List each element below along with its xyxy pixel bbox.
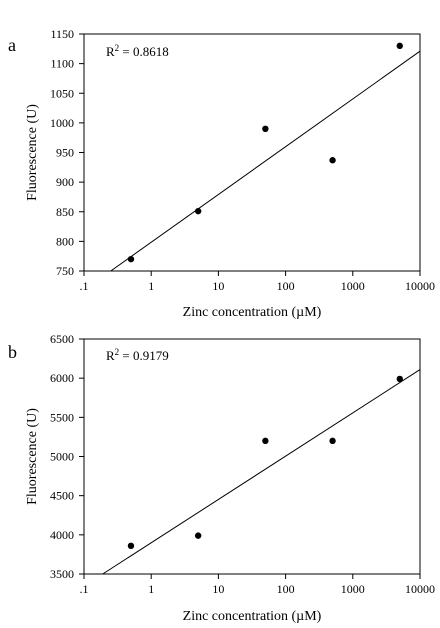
y-tick-label: 850 [56, 205, 74, 219]
x-tick-label: 10 [212, 582, 224, 596]
x-tick-label: .1 [80, 582, 89, 596]
y-tick-label: 4000 [50, 528, 74, 542]
trend-line [110, 50, 421, 272]
y-tick-label: 6000 [50, 371, 74, 385]
r2-superscript: 2 [115, 43, 120, 53]
panel-label: b [8, 342, 17, 362]
x-tick-label: 1000 [341, 279, 365, 293]
data-point [396, 375, 403, 383]
data-point [329, 437, 336, 445]
x-axis-label: Zinc concentration (µM) [183, 609, 322, 624]
x-tick-label: 1 [148, 582, 154, 596]
data-point [194, 532, 202, 539]
y-tick-label: 1050 [50, 86, 74, 100]
chart-panel-b: .1 1 10 100 1000 10000 3500 4000 4500 5000 5500 600… [8, 332, 435, 624]
y-tick-label: 5000 [50, 450, 74, 464]
panel-label: a [8, 35, 16, 55]
y-tick-label: 1100 [50, 57, 74, 71]
y-axis-label: Fluorescence (U) [25, 104, 40, 201]
r2-prefix: R [106, 44, 115, 59]
y-tick-label: 800 [56, 234, 74, 248]
data-point [262, 125, 269, 132]
y-tick-label: 1150 [50, 27, 74, 41]
x-tick-label: 100 [277, 582, 295, 596]
y-axis-label: Fluorescence (U) [25, 408, 40, 505]
data-point [329, 157, 336, 164]
data-point [194, 207, 202, 215]
y-tick-label: 4500 [50, 489, 74, 503]
y-tick-label: 900 [56, 175, 74, 189]
data-point [262, 437, 269, 445]
x-tick-label: 10000 [405, 279, 435, 293]
x-tick-label: 100 [277, 279, 295, 293]
x-axis-label: Zinc concentration (µM) [183, 305, 322, 320]
y-tick-label: 950 [56, 146, 74, 160]
chart-panel-a: .1 1 10 100 1000 10000 750 800 850 900 950 1000 1050… [8, 27, 435, 320]
plot-frame [83, 33, 421, 272]
y-tick-label: 750 [56, 264, 74, 278]
r2-value: = 0.8618 [119, 44, 169, 59]
r-squared-annotation: R2 = 0.9179 [106, 347, 169, 363]
x-tick-label: .1 [80, 279, 89, 293]
y-tick-label: 1000 [50, 116, 74, 130]
data-point [127, 542, 135, 549]
data-point [127, 255, 135, 263]
r2-prefix: R [106, 348, 115, 363]
y-tick-label: 6500 [50, 332, 74, 346]
y-tick-label: 3500 [50, 567, 74, 581]
trend-line [102, 369, 421, 575]
x-tick-label: 10000 [405, 582, 435, 596]
data-point [396, 42, 403, 50]
r2-superscript: 2 [115, 347, 120, 357]
y-tick-label: 5500 [50, 410, 74, 424]
x-tick-label: 10 [212, 279, 224, 293]
r-squared-annotation: R2 = 0.8618 [106, 43, 169, 59]
x-tick-label: 1000 [341, 582, 365, 596]
r2-value: = 0.9179 [119, 348, 169, 363]
plot-frame [83, 338, 421, 575]
x-tick-label: 1 [148, 279, 154, 293]
